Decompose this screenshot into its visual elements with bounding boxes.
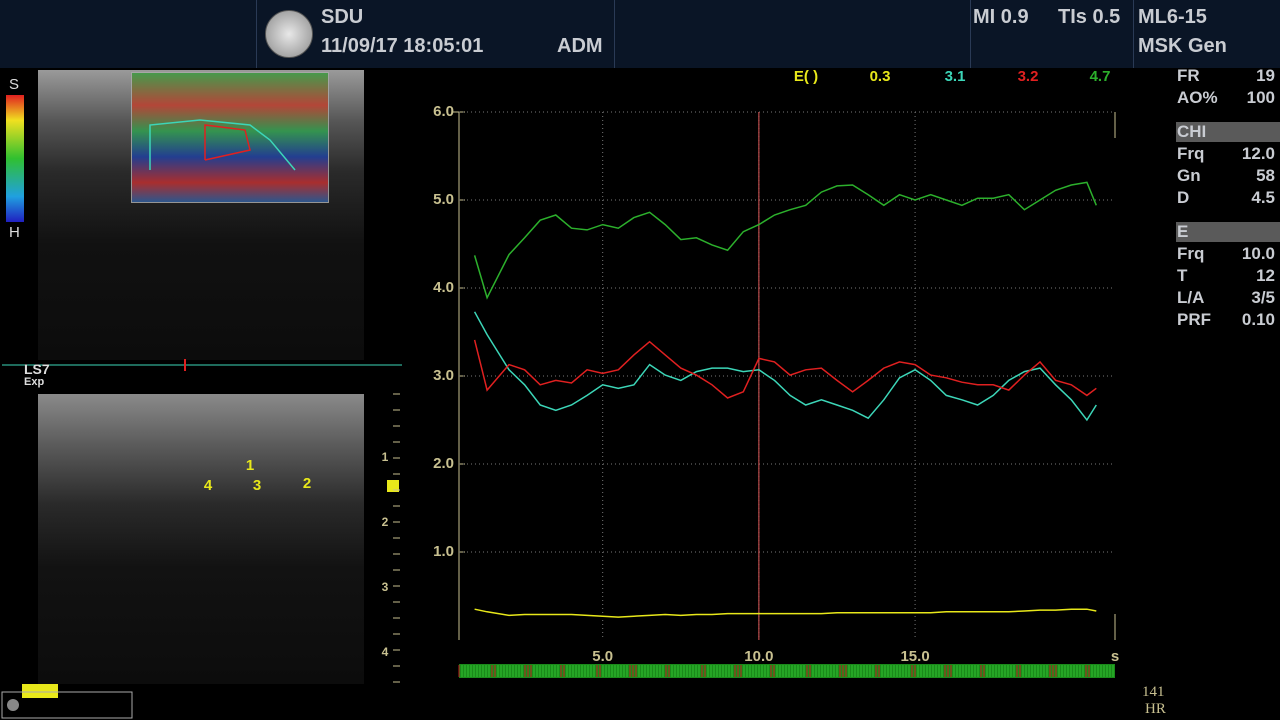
scale-bottom-label: H [9,224,20,241]
thermal-index: TIs 0.5 [1058,6,1121,28]
logo [265,10,313,58]
mechanical-index: MI 0.9 [973,6,1029,28]
heart-rate: 141 [1142,684,1165,700]
header-divider [970,0,971,68]
param-value: 12.0 [1241,144,1275,163]
y-tick-label: 1.0 [433,543,454,560]
y-tick-label: 3.0 [433,367,454,384]
b-mode-image-bottom [38,394,364,684]
param-value: 19 [1256,66,1275,85]
header-divider [1133,0,1134,68]
y-tick-label: 5.0 [433,191,454,208]
y-tick-label: 4.0 [433,279,454,296]
x-tick-label: 5.0 [592,648,613,665]
param-label: D [1177,188,1190,207]
param-label: FR [1177,66,1200,85]
data-line [473,311,1097,422]
param-label: Gn [1177,166,1201,185]
heart-rate-unit: HR [1145,701,1166,717]
data-line [473,339,1097,399]
x-unit: s [1111,648,1119,665]
param-value: 4.5 [1251,188,1275,207]
param-value: 0.10 [1241,310,1275,329]
operator: ADM [557,35,603,57]
legend-entry: 3.1 [945,68,966,85]
color-scale [6,95,24,222]
section-header: E [1176,222,1280,242]
param-label: T [1177,266,1188,285]
system-name: SDU [321,6,364,28]
legend-title: E( ) [794,68,818,85]
x-tick-label: 10.0 [744,648,773,665]
data-line [473,181,1097,300]
section-header: CHI [1176,122,1280,142]
param-label: L/A [1177,288,1205,307]
header-divider [614,0,615,68]
param-value: 12 [1256,266,1275,285]
trace-sublabel: Exp [24,376,45,388]
preset: MSK Gen [1138,35,1227,57]
legend-entry: 4.7 [1090,68,1111,85]
header-bar [0,0,1280,68]
param-label: AO% [1177,88,1218,107]
y-tick-label: 6.0 [433,103,454,120]
legend-entry: 3.2 [1018,68,1039,85]
legend-entry: 0.3 [870,68,891,85]
header-divider [256,0,257,68]
scale-top-label: S [9,76,20,93]
x-tick-label: 15.0 [900,648,929,665]
param-label: Frq [1177,244,1205,263]
param-label: Frq [1177,144,1205,163]
param-value: 100 [1246,88,1275,107]
param-label: PRF [1177,310,1211,329]
data-line [474,608,1097,618]
param-value: 3/5 [1251,288,1275,307]
param-value: 10.0 [1241,244,1275,263]
probe: ML6-15 [1138,6,1207,28]
y-tick-label: 2.0 [433,455,454,472]
trace-label: LS7 [24,361,50,377]
date-time: 11/09/17 18:05:01 [321,35,484,57]
param-value: 58 [1256,166,1275,185]
